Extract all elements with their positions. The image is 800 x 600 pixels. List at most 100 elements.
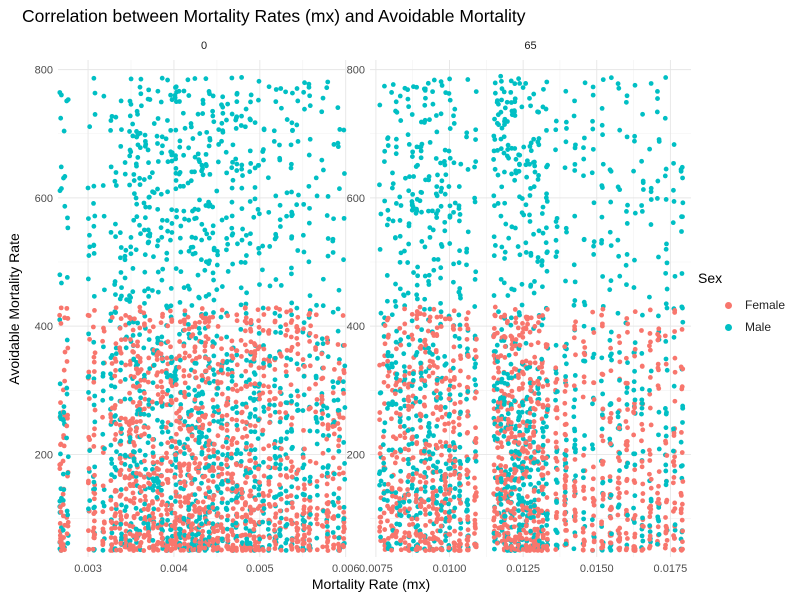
data-point-male (512, 146, 518, 151)
data-point-female (563, 448, 569, 453)
data-point-female (173, 489, 179, 495)
data-point-male (320, 341, 326, 347)
data-point-male (223, 439, 229, 445)
data-point-male (599, 106, 605, 111)
data-point-female (188, 527, 194, 533)
data-point-male (101, 344, 106, 350)
data-point-female (160, 389, 166, 395)
data-point-female (397, 496, 402, 501)
data-point-male (130, 266, 136, 271)
data-point-male (193, 335, 199, 341)
data-point-male (527, 219, 533, 224)
data-point-male (451, 160, 457, 166)
data-point-female (572, 457, 578, 462)
data-point-female (498, 353, 504, 359)
data-point-male (427, 456, 433, 462)
data-point-male (143, 466, 148, 472)
data-point-female (385, 536, 391, 541)
data-point-male (397, 503, 403, 509)
data-point-female (540, 455, 546, 461)
data-point-male (342, 476, 348, 482)
data-point-female (472, 521, 478, 527)
data-point-male (457, 248, 462, 254)
data-point-male (151, 506, 157, 512)
data-point-male (256, 330, 262, 336)
data-point-male (91, 376, 97, 382)
data-point-male (491, 434, 497, 439)
data-point-female (251, 507, 257, 513)
data-point-male (57, 272, 63, 278)
data-point-female (418, 486, 424, 492)
data-point-male (330, 238, 336, 244)
data-point-female (164, 507, 169, 513)
data-point-female (563, 521, 569, 527)
data-point-female (417, 534, 423, 540)
data-point-female (528, 315, 534, 321)
data-point-female (525, 321, 530, 327)
data-point-male (195, 151, 201, 157)
data-point-male (178, 526, 183, 532)
data-point-male (314, 302, 319, 308)
data-point-female (167, 308, 173, 314)
data-point-male (532, 503, 537, 509)
data-point-female (230, 506, 236, 511)
data-point-female (130, 490, 136, 496)
data-point-male (491, 234, 497, 240)
data-point-female (252, 342, 258, 348)
data-point-female (543, 455, 549, 461)
data-point-male (289, 234, 295, 240)
data-point-male (230, 261, 236, 267)
data-point-male (192, 169, 197, 175)
data-point-female (531, 424, 537, 430)
data-point-female (495, 430, 500, 436)
data-point-male (155, 116, 161, 121)
data-point-female (160, 394, 166, 400)
data-point-female (218, 336, 224, 342)
data-point-male (405, 290, 411, 296)
data-point-male (531, 136, 537, 142)
data-point-male (102, 446, 107, 452)
data-point-female (394, 454, 400, 460)
data-point-male (591, 252, 597, 257)
data-point-male (528, 499, 534, 505)
data-point-female (398, 547, 404, 553)
data-point-male (58, 164, 64, 170)
data-point-male (255, 436, 261, 441)
data-point-female (418, 539, 423, 544)
data-point-male (211, 418, 217, 424)
data-point-male (335, 407, 341, 413)
data-point-male (302, 106, 307, 112)
data-point-male (332, 471, 337, 477)
data-point-male (288, 142, 294, 148)
data-point-female (562, 431, 568, 437)
data-point-female (294, 329, 300, 335)
data-point-female (314, 505, 320, 511)
data-point-female (123, 533, 128, 539)
data-point-male (512, 177, 518, 183)
data-point-male (87, 498, 93, 503)
data-point-male (186, 93, 192, 98)
data-point-male (401, 293, 407, 298)
data-point-female (301, 326, 306, 332)
data-point-female (402, 321, 408, 327)
data-point-female (520, 507, 526, 513)
data-point-male (218, 314, 224, 320)
data-point-female (320, 524, 326, 529)
data-point-male (508, 361, 514, 367)
data-point-female (224, 462, 230, 468)
data-point-female (247, 451, 252, 457)
data-point-male (536, 538, 542, 544)
data-point-male (553, 498, 559, 504)
data-point-male (118, 521, 124, 527)
data-point-male (342, 171, 347, 176)
data-point-male (172, 95, 178, 101)
data-point-male (108, 442, 114, 448)
data-point-male (229, 497, 235, 503)
data-point-female (196, 485, 202, 491)
data-point-female (64, 423, 70, 429)
data-point-male (301, 320, 307, 326)
data-point-female (142, 493, 148, 499)
data-point-male (438, 189, 444, 194)
data-point-male (457, 392, 463, 398)
data-point-female (141, 424, 147, 430)
